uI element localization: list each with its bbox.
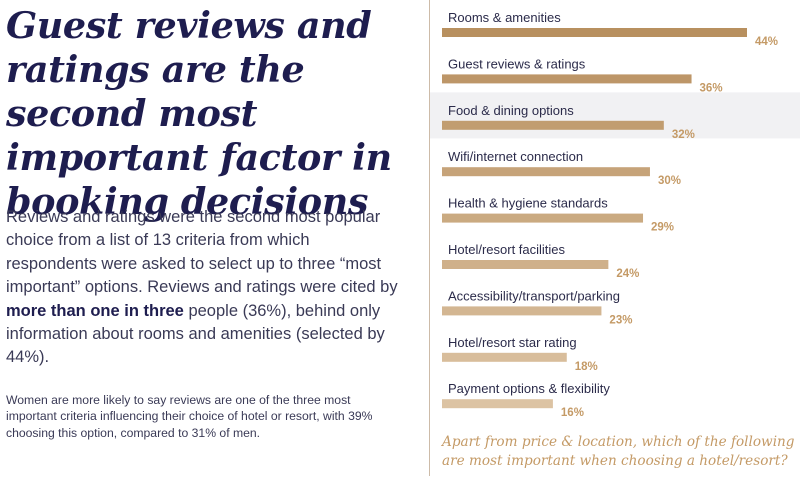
value-label: 16%: [561, 407, 584, 419]
chart-panel: Rooms & amenities 44% Guest reviews & rati…: [429, 0, 800, 484]
bar: [442, 352, 567, 362]
highlight-band: [430, 92, 800, 139]
category-label: Health & hygiene standards: [448, 196, 608, 211]
bar: [442, 213, 644, 223]
category-label: Food & dining options: [448, 103, 574, 118]
value-label: 24%: [616, 268, 639, 280]
chart-caption: Apart from price & location, which of th…: [442, 434, 795, 469]
value-label: 36%: [700, 82, 723, 94]
category-label: Hotel/resort facilities: [448, 242, 566, 257]
bar: [442, 74, 692, 84]
left-column: Guest reviews and ratings are the second…: [6, 0, 411, 440]
bar: [442, 306, 602, 316]
bar: [442, 167, 650, 177]
category-label: Wifi/internet connection: [448, 149, 583, 164]
bar: [442, 28, 747, 37]
value-label: 44%: [755, 36, 778, 48]
value-label: 18%: [575, 361, 598, 373]
value-label: 32%: [672, 129, 695, 141]
value-label: 29%: [651, 222, 674, 234]
category-label: Hotel/resort star rating: [448, 335, 577, 350]
bar: [442, 120, 664, 130]
bar: [442, 399, 553, 409]
bar-chart: Rooms & amenities 44% Guest reviews & rati…: [430, 10, 800, 419]
category-label: Payment options & flexibility: [448, 381, 610, 396]
value-label: 30%: [658, 175, 681, 187]
body-paragraph: Reviews and ratings were the second most…: [6, 206, 401, 370]
body-text-after: people (36%), behind only information ab…: [6, 301, 385, 367]
bar: [442, 260, 609, 269]
headline: Guest reviews and ratings are the second…: [6, 4, 392, 223]
value-label: 23%: [609, 314, 632, 326]
footnote: Women are more likely to say reviews are…: [6, 393, 373, 440]
chart-divider-line: [429, 0, 430, 476]
category-label: Rooms & amenities: [448, 10, 561, 25]
body-text-before: Reviews and ratings were the second most…: [6, 208, 398, 297]
category-label: Guest reviews & ratings: [448, 56, 586, 71]
category-label: Accessibility/transport/parking: [448, 288, 620, 303]
body-text-emphasis: more than one in three: [6, 301, 184, 320]
